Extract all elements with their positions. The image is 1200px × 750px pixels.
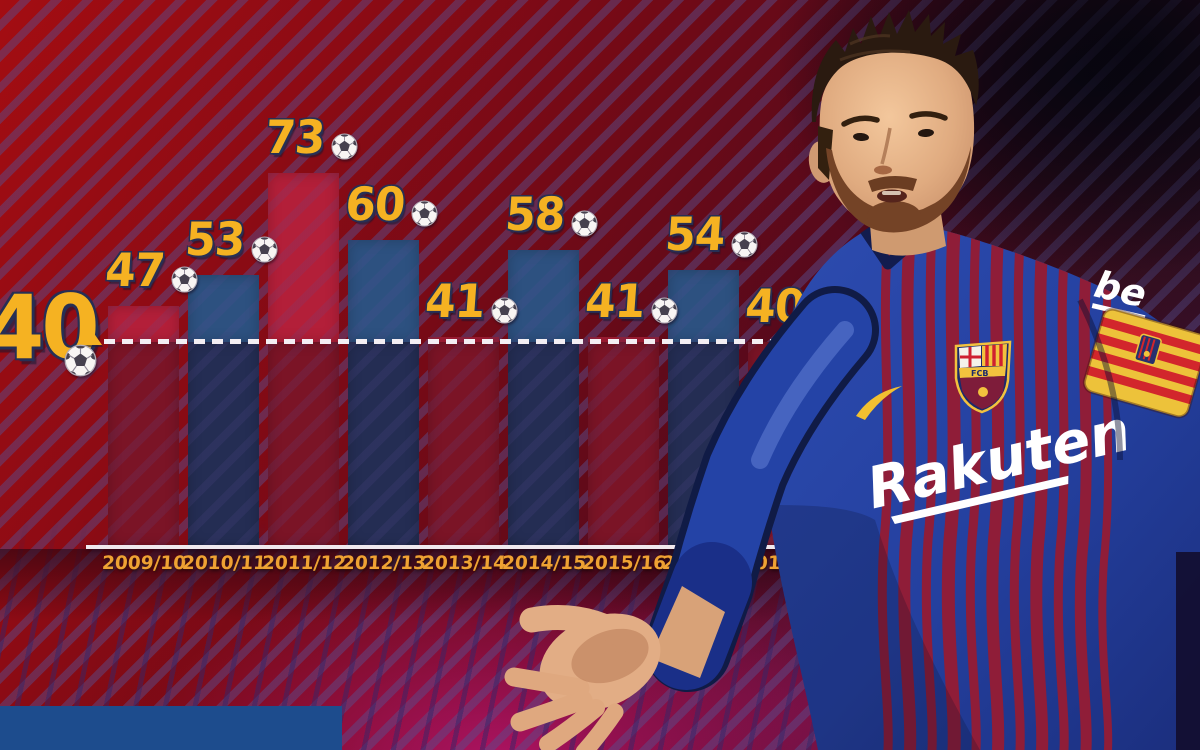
bar-below-line	[428, 342, 499, 547]
bar-below-line	[348, 342, 419, 547]
footer-blue-bar	[0, 706, 342, 750]
football-icon	[251, 236, 278, 263]
messi-photo: FCB Rakuten be	[504, 10, 1200, 750]
bar-below-line	[108, 342, 179, 547]
messi-moustache	[868, 175, 917, 192]
goals-value: 73	[263, 109, 327, 164]
fcb-crest-icon: FCB	[954, 340, 1012, 414]
messi-head	[808, 10, 979, 256]
bar-above-line	[268, 172, 339, 342]
messi-eye-right	[918, 128, 934, 138]
bar-value-label: 53	[183, 212, 278, 267]
messi-hair	[811, 10, 979, 122]
messi-beard	[826, 146, 971, 233]
bar-above-line	[188, 275, 259, 342]
messi-eye-left	[853, 132, 869, 142]
football-icon	[64, 344, 97, 377]
bar-above-line	[108, 306, 179, 342]
messi-hand	[504, 586, 725, 750]
captain-armband	[1082, 307, 1200, 419]
goals-value: 53	[183, 212, 247, 267]
sleeve-highlight	[751, 321, 854, 469]
reference-triangle-marker	[80, 329, 102, 345]
messi-nose	[880, 127, 892, 165]
football-icon	[171, 266, 198, 293]
bar-above-line	[668, 270, 739, 342]
axis-label-season: 2011/12	[260, 553, 347, 574]
bar-above-line	[348, 239, 419, 342]
sleeve-fold-shadow	[1077, 298, 1123, 461]
crest-text: FCB	[971, 369, 988, 378]
background-right-edge	[1176, 552, 1200, 750]
bar-value-label: 73	[263, 109, 358, 164]
messi-eyebrows	[841, 111, 948, 127]
messi-jersey: FCB Rakuten be	[762, 221, 1200, 750]
goals-value: 47	[103, 243, 167, 298]
bar-below-line	[508, 342, 579, 547]
axis-label-season: 2010/11	[180, 553, 267, 574]
nike-swoosh-icon	[856, 386, 902, 420]
reference-dashed-line	[104, 339, 1200, 344]
messi-right-arm	[504, 286, 879, 750]
axis-label-season: 2009/10	[100, 553, 187, 574]
football-icon	[331, 133, 358, 160]
bar-below-line	[588, 342, 659, 547]
x-axis-baseline	[86, 545, 788, 549]
bar-below-line	[188, 342, 259, 547]
messi-face	[819, 48, 975, 231]
bar-above-line	[508, 249, 579, 342]
jersey-stripes	[877, 223, 1113, 750]
axis-label-season: 2012/13	[340, 553, 427, 574]
goals-value: 60	[343, 176, 407, 231]
jersey-lower-shadow	[768, 505, 980, 750]
hair-highlight	[839, 34, 911, 62]
bar-below-line	[268, 342, 339, 547]
